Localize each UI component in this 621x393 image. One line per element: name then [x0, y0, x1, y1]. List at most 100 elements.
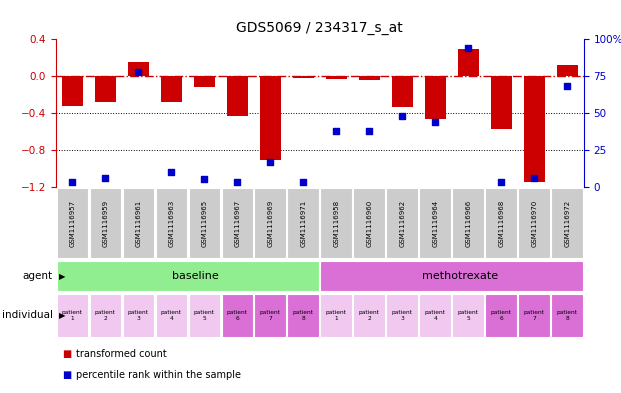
- Text: individual: individual: [2, 310, 53, 320]
- Point: [463, 45, 473, 51]
- Point: [365, 127, 374, 134]
- Point: [562, 83, 572, 90]
- Bar: [227, 76, 248, 116]
- Bar: [292, 76, 314, 78]
- Bar: [189, 188, 220, 258]
- Text: patient
4: patient 4: [425, 310, 446, 321]
- Text: ■: ■: [62, 370, 71, 380]
- Text: GSM1116957: GSM1116957: [70, 200, 75, 246]
- Text: GSM1116971: GSM1116971: [301, 199, 306, 247]
- Text: patient
8: patient 8: [557, 310, 578, 321]
- Bar: [288, 188, 319, 258]
- Text: GSM1116970: GSM1116970: [531, 199, 537, 247]
- Text: patient
6: patient 6: [491, 310, 512, 321]
- Bar: [61, 76, 83, 106]
- Bar: [491, 76, 512, 129]
- Point: [166, 169, 176, 175]
- Bar: [255, 188, 286, 258]
- Text: patient
1: patient 1: [326, 310, 347, 321]
- Bar: [358, 76, 380, 80]
- Point: [529, 174, 539, 181]
- Text: patient
6: patient 6: [227, 310, 248, 321]
- Text: GSM1116962: GSM1116962: [399, 200, 406, 246]
- Bar: [94, 76, 116, 102]
- Text: patient
8: patient 8: [293, 310, 314, 321]
- Bar: [353, 294, 385, 337]
- Text: patient
3: patient 3: [392, 310, 413, 321]
- Bar: [320, 294, 352, 337]
- Text: patient
4: patient 4: [161, 310, 182, 321]
- Bar: [222, 294, 253, 337]
- Text: patient
2: patient 2: [359, 310, 379, 321]
- Bar: [419, 188, 451, 258]
- Bar: [325, 76, 347, 79]
- Point: [134, 68, 143, 75]
- Bar: [320, 188, 352, 258]
- Text: patient
3: patient 3: [128, 310, 149, 321]
- Bar: [453, 188, 484, 258]
- Text: GSM1116972: GSM1116972: [564, 200, 570, 246]
- Bar: [57, 261, 319, 291]
- Title: GDS5069 / 234317_s_at: GDS5069 / 234317_s_at: [237, 22, 403, 35]
- Text: GSM1116964: GSM1116964: [432, 200, 438, 246]
- Bar: [222, 188, 253, 258]
- Bar: [392, 76, 413, 107]
- Point: [68, 179, 78, 185]
- Point: [232, 179, 242, 185]
- Bar: [453, 294, 484, 337]
- Bar: [255, 294, 286, 337]
- Bar: [260, 76, 281, 160]
- Bar: [486, 188, 517, 258]
- Text: GSM1116966: GSM1116966: [465, 199, 471, 247]
- Bar: [57, 294, 88, 337]
- Bar: [122, 188, 154, 258]
- Bar: [486, 294, 517, 337]
- Point: [199, 176, 209, 182]
- Bar: [556, 65, 578, 76]
- Text: GSM1116959: GSM1116959: [102, 200, 109, 246]
- Text: ▶: ▶: [59, 311, 65, 320]
- Bar: [458, 48, 479, 76]
- Text: GSM1116960: GSM1116960: [366, 199, 373, 247]
- Bar: [57, 188, 88, 258]
- Text: patient
7: patient 7: [524, 310, 545, 321]
- Bar: [524, 76, 545, 182]
- Bar: [288, 294, 319, 337]
- Bar: [161, 76, 182, 102]
- Bar: [419, 294, 451, 337]
- Text: GSM1116958: GSM1116958: [333, 200, 339, 246]
- Bar: [122, 294, 154, 337]
- Point: [265, 158, 275, 165]
- Text: patient
5: patient 5: [458, 310, 479, 321]
- Point: [496, 179, 506, 185]
- Bar: [551, 294, 583, 337]
- Bar: [353, 188, 385, 258]
- Text: agent: agent: [22, 271, 53, 281]
- Text: ▶: ▶: [59, 272, 65, 281]
- Bar: [386, 188, 418, 258]
- Text: GSM1116969: GSM1116969: [267, 199, 273, 247]
- Text: GSM1116963: GSM1116963: [168, 199, 175, 247]
- Point: [298, 179, 308, 185]
- Bar: [320, 261, 583, 291]
- Text: patient
7: patient 7: [260, 310, 281, 321]
- Text: transformed count: transformed count: [76, 349, 166, 359]
- Text: GSM1116961: GSM1116961: [135, 199, 142, 247]
- Bar: [551, 188, 583, 258]
- Bar: [155, 188, 187, 258]
- Bar: [519, 188, 550, 258]
- Bar: [386, 294, 418, 337]
- Bar: [155, 294, 187, 337]
- Text: GSM1116965: GSM1116965: [201, 200, 207, 246]
- Text: percentile rank within the sample: percentile rank within the sample: [76, 370, 241, 380]
- Text: patient
2: patient 2: [95, 310, 116, 321]
- Bar: [89, 294, 121, 337]
- Text: patient
1: patient 1: [62, 310, 83, 321]
- Point: [430, 119, 440, 125]
- Bar: [89, 188, 121, 258]
- Bar: [194, 76, 215, 87]
- Text: patient
5: patient 5: [194, 310, 215, 321]
- Text: GSM1116967: GSM1116967: [234, 199, 240, 247]
- Text: baseline: baseline: [173, 271, 219, 281]
- Text: GSM1116968: GSM1116968: [498, 199, 504, 247]
